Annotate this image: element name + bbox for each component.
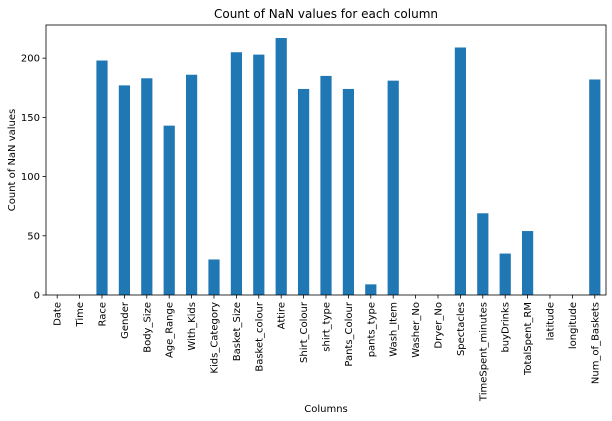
- x-tick-label: Wash_Item: [389, 302, 400, 357]
- y-tick-label: 150: [21, 113, 40, 124]
- bars-group: [96, 38, 601, 296]
- x-tick-label: Basket_colour: [254, 301, 265, 372]
- bar-TimeSpent_minutes: [477, 213, 489, 295]
- bar-TotalSpent_RM: [522, 231, 534, 295]
- x-tick-label: Body_Size: [142, 302, 153, 353]
- x-tick-label: Attire: [277, 302, 288, 329]
- x-tick-label: Gender: [120, 301, 131, 339]
- x-tick-label: Num_of_Baskets: [590, 302, 601, 384]
- x-tick-label: shirt_type: [322, 302, 333, 352]
- x-axis-label: Columns: [304, 404, 348, 415]
- x-tick-label: pants_type: [366, 302, 377, 357]
- bar-With_Kids: [186, 74, 198, 295]
- bar-Gender: [118, 85, 130, 295]
- x-tick-label: Washer_No: [411, 302, 422, 358]
- bar-Wash_Item: [387, 80, 399, 295]
- x-tick-label: Kids_Category: [210, 302, 221, 374]
- x-tick-label: Race: [98, 302, 109, 327]
- x-ticks-group: Date Time Race Gender Body_Size Age_Range With…: [53, 295, 601, 402]
- y-tick-label: 100: [21, 172, 40, 183]
- y-ticks-group: 0 50 100 150 200: [21, 54, 46, 302]
- bar-buyDrinks: [499, 253, 511, 295]
- bar-shirt_type: [320, 75, 332, 295]
- x-tick-label: Age_Range: [165, 302, 176, 358]
- x-tick-label: buyDrinks: [501, 302, 512, 353]
- x-tick-label: Dryer_No: [434, 302, 445, 349]
- bar-Attire: [275, 38, 287, 296]
- bar-Kids_Category: [208, 259, 220, 295]
- x-tick-label: TimeSpent_minutes: [478, 302, 489, 402]
- y-tick-label: 50: [27, 231, 40, 242]
- bar-Basket_colour: [253, 54, 265, 296]
- plot-frame: [45, 24, 607, 296]
- bar-Num_of_Baskets: [589, 79, 601, 295]
- bar-Spectacles: [454, 47, 466, 295]
- x-tick-label: Time: [75, 302, 86, 327]
- x-tick-label: latitude: [546, 302, 557, 340]
- x-tick-label: TotalSpent_RM: [523, 302, 534, 376]
- y-tick-label: 0: [34, 291, 40, 302]
- x-tick-label: Spectacles: [456, 302, 467, 356]
- bar-Race: [96, 60, 108, 295]
- y-axis-label: Count of NaN values: [7, 109, 18, 212]
- bar-Basket_Size: [230, 52, 242, 295]
- x-tick-label: longitude: [568, 302, 579, 349]
- chart-title: Count of NaN values for each column: [214, 7, 438, 21]
- x-tick-label: With_Kids: [187, 302, 198, 351]
- x-tick-label: Date: [53, 302, 64, 326]
- x-tick-label: Shirt_Colour: [299, 301, 310, 363]
- bar-pants_type: [365, 284, 377, 295]
- x-tick-label: Pants_Colour: [344, 301, 355, 367]
- x-tick-label: Basket_Size: [232, 302, 243, 361]
- bar-Shirt_Colour: [298, 88, 310, 296]
- bar-Age_Range: [163, 125, 175, 295]
- y-tick-label: 200: [21, 54, 40, 65]
- bar-Body_Size: [141, 78, 153, 295]
- bar-Pants_Colour: [342, 88, 354, 296]
